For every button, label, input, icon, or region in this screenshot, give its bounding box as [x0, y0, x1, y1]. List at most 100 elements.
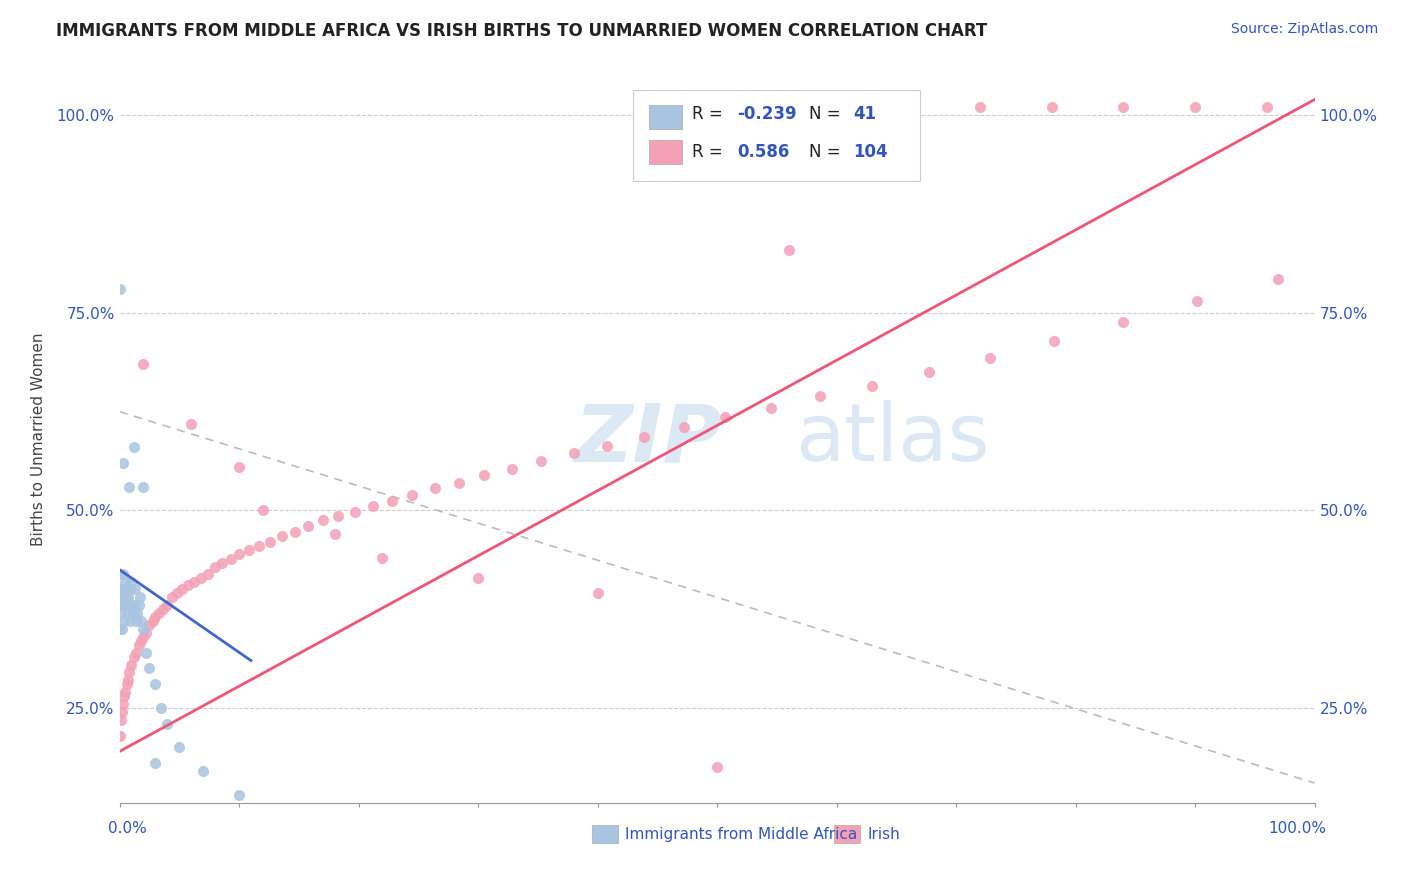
Point: [586, 586, 609, 600]
Point: [118, 480, 141, 494]
Text: atlas: atlas: [794, 401, 988, 478]
Text: 100.0%: 100.0%: [1268, 821, 1327, 836]
Text: Irish: Irish: [868, 827, 900, 841]
Point: [1040, 100, 1063, 114]
Point: [110, 606, 132, 620]
Point: [467, 571, 489, 585]
Point: [117, 606, 139, 620]
Point: [120, 582, 142, 597]
Point: [672, 420, 695, 434]
Point: [114, 591, 136, 605]
Point: [247, 539, 270, 553]
Point: [132, 630, 155, 644]
Point: [969, 100, 991, 114]
Point: [862, 378, 884, 392]
Point: [122, 440, 145, 454]
Text: R =: R =: [692, 105, 723, 123]
Text: 41: 41: [853, 105, 876, 123]
Point: [1184, 100, 1206, 114]
Point: [778, 243, 800, 257]
Point: [112, 614, 135, 628]
Point: [132, 480, 155, 494]
Point: [112, 689, 135, 703]
FancyBboxPatch shape: [834, 824, 860, 843]
Point: [135, 646, 157, 660]
Point: [112, 566, 135, 581]
Point: [156, 716, 179, 731]
Point: [129, 633, 152, 648]
Point: [115, 582, 138, 597]
Y-axis label: Births to Unmarried Women: Births to Unmarried Women: [31, 333, 45, 546]
Point: [127, 606, 149, 620]
Point: [472, 467, 495, 482]
Point: [343, 505, 366, 519]
Point: [118, 665, 141, 680]
Point: [176, 578, 198, 592]
Point: [111, 599, 134, 613]
FancyBboxPatch shape: [650, 105, 682, 128]
Point: [312, 513, 335, 527]
Point: [1043, 334, 1066, 348]
Point: [284, 524, 307, 539]
Point: [118, 582, 141, 597]
Point: [1112, 315, 1135, 329]
Point: [125, 614, 148, 628]
Point: [530, 454, 553, 468]
Point: [323, 527, 346, 541]
Text: 0.0%: 0.0%: [107, 821, 146, 836]
Point: [121, 657, 143, 672]
Text: IMMIGRANTS FROM MIDDLE AFRICA VS IRISH BIRTHS TO UNMARRIED WOMEN CORRELATION CHA: IMMIGRANTS FROM MIDDLE AFRICA VS IRISH B…: [56, 22, 987, 40]
Point: [633, 430, 655, 444]
Point: [166, 586, 188, 600]
Point: [114, 685, 136, 699]
Point: [114, 574, 136, 589]
Point: [447, 475, 470, 490]
Point: [1267, 272, 1289, 286]
Point: [228, 788, 250, 802]
Point: [118, 599, 141, 613]
Point: [423, 481, 446, 495]
Point: [135, 626, 157, 640]
Point: [152, 602, 174, 616]
Point: [138, 618, 160, 632]
Point: [197, 566, 219, 581]
Point: [122, 599, 145, 613]
Point: [714, 410, 737, 425]
Point: [204, 560, 226, 574]
Point: [808, 389, 831, 403]
Point: [886, 100, 908, 114]
Point: [145, 610, 166, 624]
Text: Source: ZipAtlas.com: Source: ZipAtlas.com: [1230, 22, 1378, 37]
Point: [183, 574, 205, 589]
Point: [190, 571, 212, 585]
Point: [228, 460, 250, 475]
Point: [145, 756, 166, 771]
Point: [128, 638, 150, 652]
Point: [112, 599, 135, 613]
Point: [117, 591, 139, 605]
Point: [110, 582, 132, 597]
Point: [128, 599, 150, 613]
Point: [108, 566, 131, 581]
Point: [108, 282, 131, 296]
Point: [125, 646, 148, 660]
Point: [180, 417, 202, 431]
Point: [121, 606, 143, 620]
Text: -0.239: -0.239: [737, 105, 797, 123]
Point: [801, 100, 824, 114]
Point: [108, 729, 131, 743]
Point: [160, 591, 183, 605]
Point: [706, 760, 728, 774]
Point: [252, 503, 274, 517]
Point: [228, 547, 250, 561]
FancyBboxPatch shape: [633, 90, 921, 181]
Point: [328, 508, 350, 523]
Text: 0.586: 0.586: [737, 143, 790, 161]
Point: [150, 701, 173, 715]
Point: [169, 740, 191, 755]
Point: [219, 552, 242, 566]
Point: [297, 519, 319, 533]
Point: [191, 764, 215, 779]
Point: [361, 500, 384, 514]
FancyBboxPatch shape: [592, 824, 617, 843]
